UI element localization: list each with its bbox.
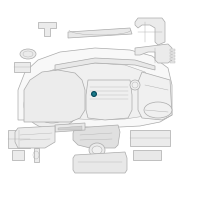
Polygon shape xyxy=(18,48,172,128)
Bar xyxy=(130,130,170,146)
Polygon shape xyxy=(86,80,132,120)
Bar xyxy=(133,150,161,160)
Ellipse shape xyxy=(92,146,102,154)
Ellipse shape xyxy=(24,81,80,129)
Bar xyxy=(170,49,175,51)
Ellipse shape xyxy=(32,87,72,123)
Ellipse shape xyxy=(130,80,140,90)
Ellipse shape xyxy=(144,102,172,118)
Bar xyxy=(170,52,175,54)
Polygon shape xyxy=(30,63,155,120)
Polygon shape xyxy=(68,28,132,38)
Polygon shape xyxy=(135,44,172,63)
Polygon shape xyxy=(73,152,127,173)
Polygon shape xyxy=(15,126,55,148)
Bar xyxy=(170,61,175,63)
Bar xyxy=(170,55,175,57)
Polygon shape xyxy=(73,125,120,148)
Circle shape xyxy=(92,92,96,96)
Bar xyxy=(14,62,30,72)
Bar xyxy=(34,148,39,162)
Bar xyxy=(170,58,175,60)
Ellipse shape xyxy=(20,49,36,59)
Polygon shape xyxy=(55,123,85,132)
Bar xyxy=(8,130,30,148)
Bar xyxy=(12,150,24,160)
Polygon shape xyxy=(24,70,85,122)
Polygon shape xyxy=(58,126,82,130)
Ellipse shape xyxy=(89,143,105,157)
Polygon shape xyxy=(135,18,165,45)
Polygon shape xyxy=(138,72,172,120)
Polygon shape xyxy=(55,58,155,70)
Polygon shape xyxy=(38,22,56,36)
